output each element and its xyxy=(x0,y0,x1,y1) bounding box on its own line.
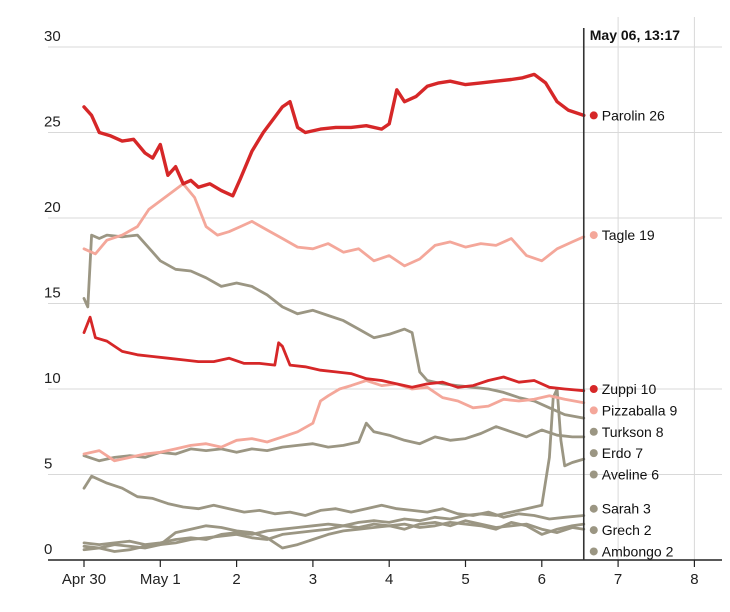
legend-dot-pizzaballa xyxy=(589,406,598,415)
series-label-tagle: Tagle 19 xyxy=(602,227,655,243)
series-lines xyxy=(82,72,586,553)
series-label-turkson: Turkson 8 xyxy=(602,424,664,440)
legend-dot-grech xyxy=(589,526,598,535)
series-line-erdo xyxy=(82,421,586,463)
x-tick-label: 5 xyxy=(461,571,469,588)
series-label-pizzaballa: Pizzaballa 9 xyxy=(602,402,678,418)
x-tick-label: 8 xyxy=(690,571,698,588)
series-line-pizzaballa xyxy=(82,379,586,463)
series-label-aveline: Aveline 6 xyxy=(602,467,660,483)
series-label-parolin: Parolin 26 xyxy=(602,107,665,123)
legend-dot-tagle xyxy=(589,231,598,240)
y-tick-label: 30 xyxy=(44,28,61,45)
y-tick-label: 15 xyxy=(44,285,61,302)
legend-dot-parolin xyxy=(589,111,598,120)
legend-dot-sarah xyxy=(589,504,598,513)
x-tick-label: 7 xyxy=(614,571,622,588)
x-tick-label: 3 xyxy=(309,571,317,588)
x-tick-label: 2 xyxy=(232,571,240,588)
legend-dot-ambongo xyxy=(589,547,598,556)
chart-grid xyxy=(48,17,722,560)
series-line-tagle xyxy=(82,182,586,268)
series-end-labels: Parolin 26 Tagle 19 Zuppi 10 Pizzaballa 9 Tu… xyxy=(589,107,678,559)
series-label-sarah: Sarah 3 xyxy=(602,501,651,517)
series-label-zuppi: Zuppi 10 xyxy=(602,381,657,397)
series-line-aveline xyxy=(82,387,586,546)
y-tick-label: 25 xyxy=(44,114,61,131)
legend-dot-zuppi xyxy=(589,385,598,393)
series-label-erdo: Erdo 7 xyxy=(602,445,643,461)
x-tick-label: Apr 30 xyxy=(62,571,106,588)
series-line-sarah xyxy=(82,474,586,521)
legend-dot-turkson xyxy=(589,427,598,436)
series-line-zuppi xyxy=(82,315,586,393)
y-tick-label: 5 xyxy=(44,456,52,473)
series-line-parolin xyxy=(82,72,586,198)
x-tick-label: 4 xyxy=(385,571,393,588)
y-axis: 0 5 10 15 20 25 30 xyxy=(44,28,61,558)
legend-dot-aveline xyxy=(589,470,598,479)
current-time-marker: May 06, 13:17 xyxy=(582,27,680,560)
series-line-ambongo xyxy=(82,519,586,553)
legend-dot-erdo xyxy=(589,449,598,458)
series-line-turkson xyxy=(82,233,586,420)
series-label-ambongo: Ambongo 2 xyxy=(602,543,674,559)
x-axis: Apr 30 May 1 2 3 4 5 6 7 8 xyxy=(48,559,722,588)
x-tick-label: May 1 xyxy=(140,571,181,588)
y-tick-label: 10 xyxy=(44,370,61,387)
x-tick-label: 6 xyxy=(538,571,546,588)
y-tick-label: 0 xyxy=(44,541,52,558)
current-time-label: May 06, 13:17 xyxy=(590,27,680,43)
series-label-grech: Grech 2 xyxy=(602,522,652,538)
y-tick-label: 20 xyxy=(44,199,61,216)
